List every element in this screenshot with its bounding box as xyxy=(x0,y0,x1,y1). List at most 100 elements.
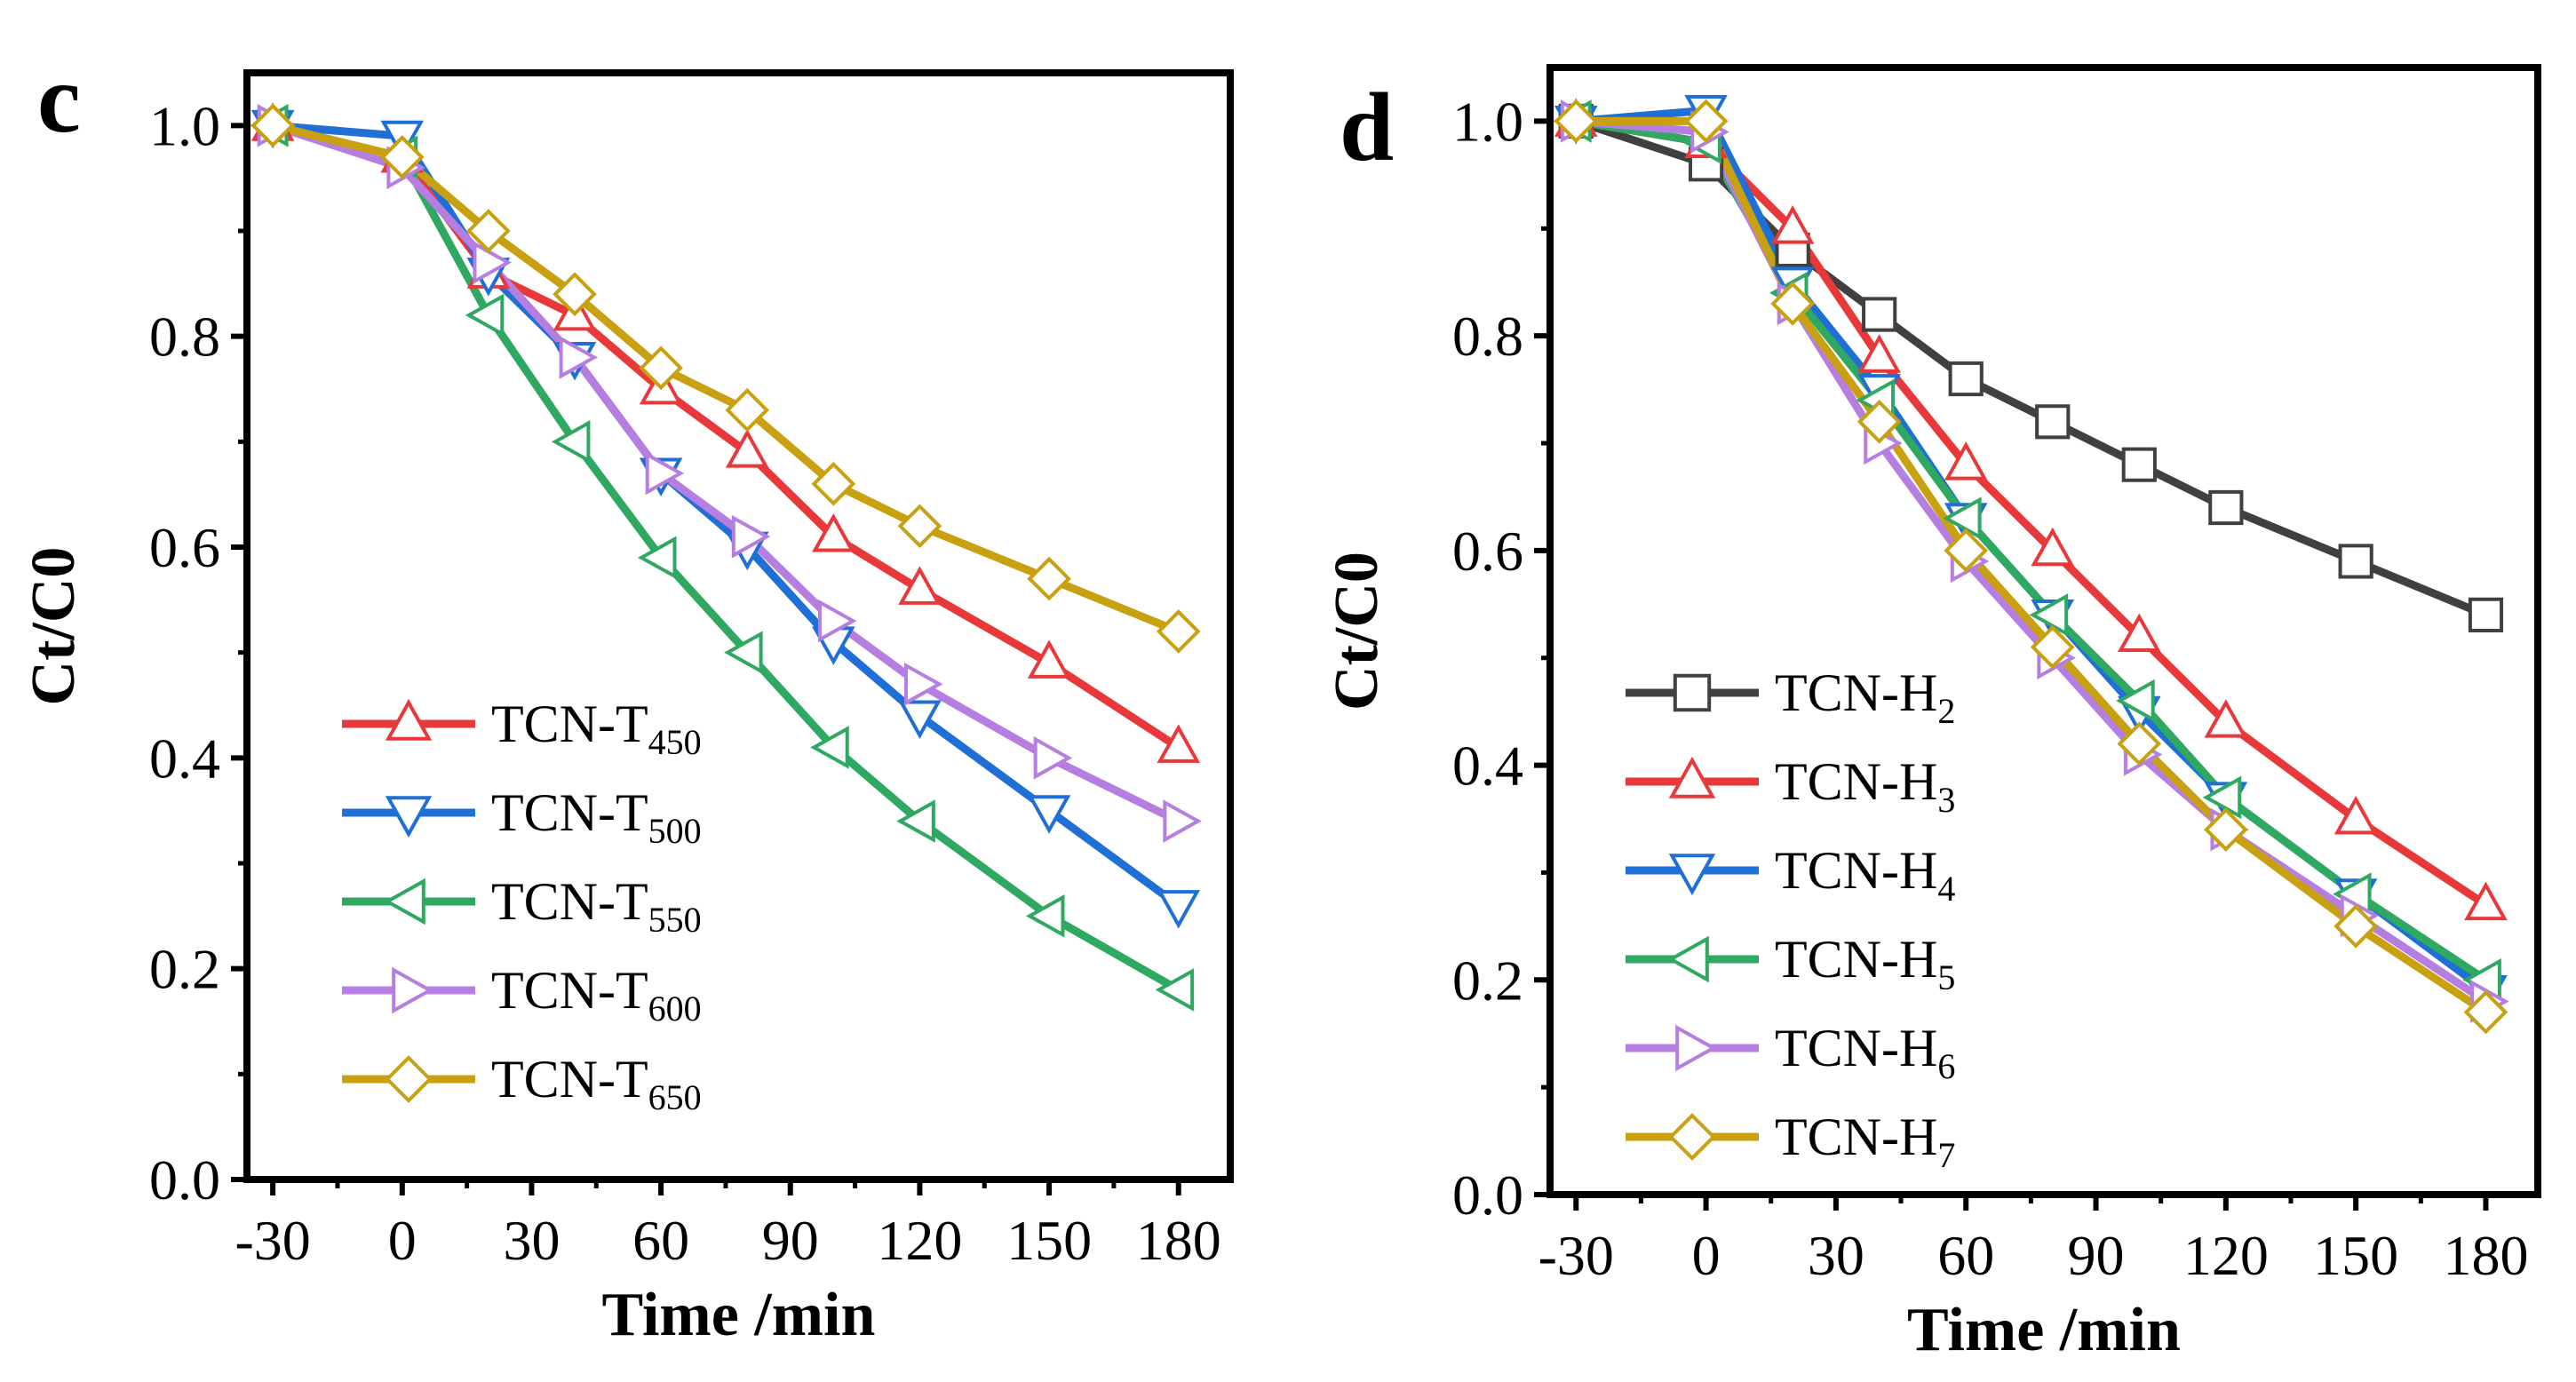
y-tick-label-d-0: 0.0 xyxy=(1452,1164,1523,1227)
data-point-d-0-3 xyxy=(1862,297,1897,332)
x-tick-label-d-1: 0 xyxy=(1692,1224,1721,1287)
data-point-c-3-6 xyxy=(817,599,857,643)
legend-marker-c-4 xyxy=(385,1055,433,1103)
y-tick-label-d-3: 0.6 xyxy=(1452,520,1523,583)
legend-label-c-1: TCN-T500 xyxy=(491,783,702,851)
data-point-d-0-6 xyxy=(2121,447,2157,482)
data-point-c-0-7 xyxy=(898,566,942,605)
y-tick-label-d-2: 0.4 xyxy=(1452,735,1523,798)
panel-letter-c: c xyxy=(37,44,81,153)
x-tick-label-d-4: 90 xyxy=(2068,1224,2125,1287)
data-point-c-4-8 xyxy=(1027,556,1071,601)
series-line-d-0 xyxy=(1574,117,2488,619)
y-tick-label-d-1: 0.2 xyxy=(1452,949,1523,1012)
legend-label-c-3: TCN-T600 xyxy=(491,961,702,1029)
data-point-c-4-3 xyxy=(553,272,597,317)
data-point-c-2-4 xyxy=(638,536,677,580)
data-point-c-4-6 xyxy=(811,461,856,506)
data-point-c-2-3 xyxy=(551,420,591,464)
x-tick-label-c-2: 30 xyxy=(503,1209,560,1272)
data-point-c-3-4 xyxy=(645,451,685,496)
data-point-d-5-4 xyxy=(1944,528,1989,573)
data-point-d-0-5 xyxy=(2035,404,2071,440)
legend-marker-d-4 xyxy=(1675,1024,1718,1072)
data-point-c-1-7 xyxy=(898,700,942,739)
plot-frame-c xyxy=(243,69,1234,1183)
legend-marker-c-2 xyxy=(383,878,425,925)
y-tick-label-d-4: 0.8 xyxy=(1452,305,1523,368)
data-point-c-1-9 xyxy=(1157,890,1201,929)
y-tick-label-c-1: 0.2 xyxy=(149,938,220,1001)
x-tick-label-c-3: 60 xyxy=(632,1209,689,1272)
data-point-d-3-6 xyxy=(2116,679,2155,723)
legend-subscript-d-2: 4 xyxy=(1937,869,1955,909)
data-point-d-5-6 xyxy=(2117,721,2162,766)
data-point-d-5-9 xyxy=(2463,989,2508,1035)
legend-label-d-2: TCN-H4 xyxy=(1775,841,1955,909)
y-tick-label-c-0: 0.0 xyxy=(149,1148,220,1211)
legend-marker-d-5 xyxy=(1668,1113,1716,1161)
y-tick-label-d-5: 1.0 xyxy=(1452,90,1523,153)
data-point-d-1-3 xyxy=(1857,334,1901,373)
legend-label-d-1: TCN-H3 xyxy=(1775,752,1955,820)
x-tick-label-c-4: 90 xyxy=(762,1209,819,1272)
data-point-d-3-5 xyxy=(2029,593,2069,637)
data-point-d-3-7 xyxy=(2202,775,2242,820)
legend-subscript-c-2: 550 xyxy=(648,900,702,940)
legend-label-c-0: TCN-T450 xyxy=(491,695,702,762)
legend-subscript-d-0: 2 xyxy=(1937,691,1955,731)
x-axis-title-d: Time /min xyxy=(1907,1296,2181,1364)
x-tick-label-c-0: -30 xyxy=(235,1209,310,1272)
data-point-c-2-6 xyxy=(810,726,849,769)
legend-marker-c-0 xyxy=(385,698,433,741)
data-point-d-1-7 xyxy=(2204,699,2248,738)
data-point-c-3-3 xyxy=(559,336,599,379)
series-line-c-1 xyxy=(272,121,1181,909)
data-point-c-4-4 xyxy=(639,346,683,391)
data-point-c-2-8 xyxy=(1025,894,1065,938)
data-point-c-3-9 xyxy=(1163,799,1202,843)
data-point-d-1-6 xyxy=(2117,613,2161,652)
data-point-c-1-8 xyxy=(1027,795,1071,834)
data-point-d-5-3 xyxy=(1856,400,1902,444)
data-point-d-1-4 xyxy=(1944,441,1988,481)
legend-label-c-2: TCN-T550 xyxy=(491,872,702,940)
x-tick-label-d-3: 60 xyxy=(1937,1224,1994,1287)
legend-subscript-d-3: 5 xyxy=(1937,957,1955,997)
legend-subscript-d-1: 3 xyxy=(1937,780,1955,820)
legend-subscript-c-4: 650 xyxy=(648,1077,702,1117)
chart-panel-d: -30 0 30 60 90 120 150 180 0.0 0.2 0.4 0.6 0.8 1.0 Tim… xyxy=(1323,64,2541,1364)
data-point-d-5-8 xyxy=(2334,904,2378,949)
data-point-c-3-2 xyxy=(473,241,512,284)
data-point-d-1-2 xyxy=(1770,205,1815,244)
data-point-d-1-5 xyxy=(2031,527,2075,567)
x-tick-label-c-6: 150 xyxy=(1006,1209,1092,1272)
legend-label-c-4: TCN-T650 xyxy=(491,1050,702,1117)
data-point-d-5-1 xyxy=(1683,99,1729,144)
x-tick-label-c-5: 120 xyxy=(877,1209,962,1272)
y-tick-label-c-3: 0.6 xyxy=(149,516,220,579)
legend-label-d-3: TCN-H5 xyxy=(1775,930,1955,997)
data-point-d-5-5 xyxy=(2030,624,2075,670)
data-point-c-0-6 xyxy=(812,513,855,552)
data-point-d-0-7 xyxy=(2208,489,2244,526)
y-tick-label-c-5: 1.0 xyxy=(149,94,220,157)
data-point-d-1-8 xyxy=(2334,795,2378,835)
data-point-c-4-0 xyxy=(250,103,295,148)
legend-subscript-d-5: 7 xyxy=(1937,1135,1955,1175)
data-point-d-5-7 xyxy=(2204,807,2248,852)
data-point-c-0-5 xyxy=(725,429,769,468)
data-point-c-2-7 xyxy=(896,799,935,843)
x-tick-label-d-7: 180 xyxy=(2443,1224,2528,1287)
legend-marker-d-0 xyxy=(1673,673,1712,712)
x-tick-label-d-0: -30 xyxy=(1538,1224,1614,1287)
y-tick-label-c-2: 0.4 xyxy=(149,727,220,790)
data-point-c-3-8 xyxy=(1033,736,1073,780)
y-axis-title-c: Ct/C0 xyxy=(20,547,88,706)
series-line-c-4 xyxy=(272,121,1181,636)
series-line-d-1 xyxy=(1575,116,2488,909)
data-point-c-2-9 xyxy=(1155,968,1195,1012)
series-line-c-2 xyxy=(272,121,1181,994)
data-point-c-4-5 xyxy=(725,387,770,433)
